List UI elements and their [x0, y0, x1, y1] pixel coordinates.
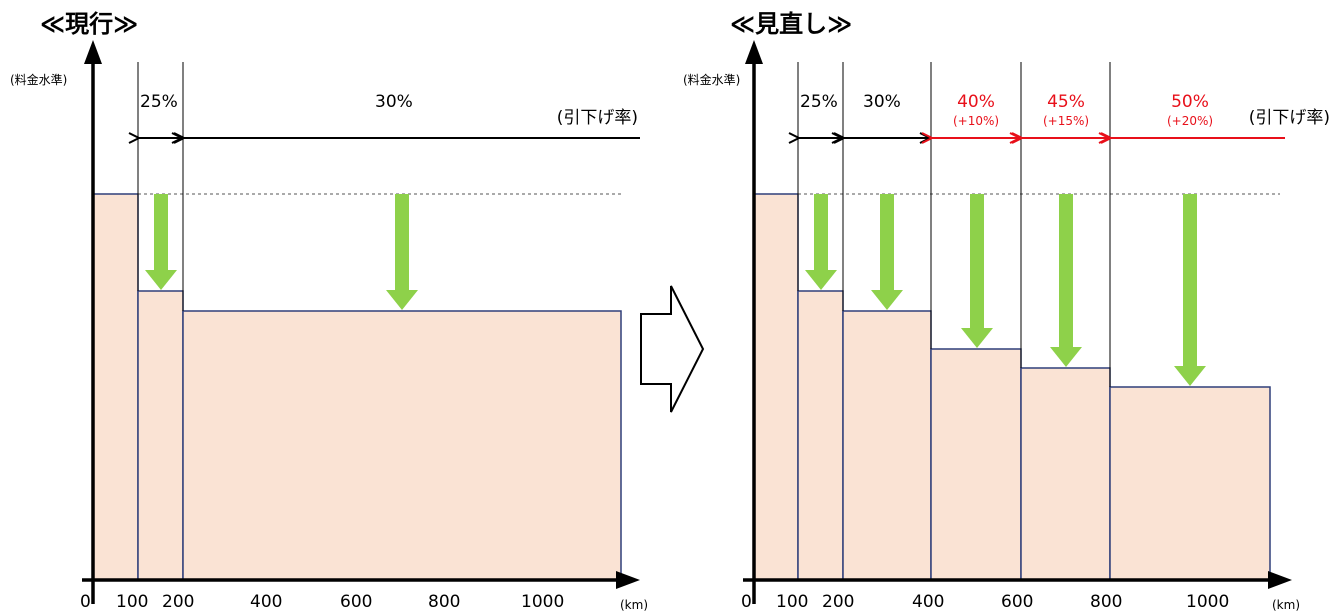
- green-down-arrow-icon: [961, 194, 993, 348]
- current-rate-30: 30%: [375, 92, 413, 112]
- current-bar-100-200: [137, 290, 184, 581]
- current-title: ≪現行≫: [40, 10, 138, 38]
- revised-rate-legend: (引下げ率): [1249, 108, 1330, 128]
- revised-bar-400-600: [930, 348, 1022, 581]
- current-x-origin: 0: [80, 592, 91, 612]
- revised-rate-40: 40%: [957, 92, 995, 112]
- revised-bar-200-400: [842, 310, 932, 581]
- current-fare-bars: [92, 193, 622, 581]
- revised-rate-30: 30%: [863, 92, 901, 112]
- current-x-tick-200: 200: [162, 592, 194, 612]
- revised-rate-50: 50%: [1171, 92, 1209, 112]
- revised-bar-0-100: [753, 193, 799, 581]
- current-panel: ≪現行≫ (料金水準) 25% 30% (引下げ率): [10, 10, 648, 612]
- revised-title: ≪見直し≫: [730, 10, 852, 38]
- revised-rate-25: 25%: [800, 92, 838, 112]
- revised-rate-45-delta: (+15%): [1043, 114, 1089, 128]
- revised-rate-50-delta: (+20%): [1167, 114, 1213, 128]
- current-y-axis-arrow-icon: [84, 40, 102, 64]
- revised-bar-600-800: [1020, 367, 1111, 581]
- revised-x-tick-200: 200: [822, 592, 854, 612]
- revised-fare-bars: [753, 193, 1271, 581]
- green-down-arrow-icon: [805, 194, 837, 290]
- revised-rate-45: 45%: [1047, 92, 1085, 112]
- green-down-arrow-icon: [1174, 194, 1206, 386]
- revised-x-tick-1000: 1000: [1186, 592, 1229, 612]
- current-x-unit: (km): [620, 598, 648, 612]
- current-x-tick-800: 800: [428, 592, 460, 612]
- revised-x-tick-800: 800: [1090, 592, 1122, 612]
- revised-x-tick-600: 600: [1001, 592, 1033, 612]
- outline-right-arrow-icon: [640, 285, 705, 413]
- revised-x-tick-400: 400: [912, 592, 944, 612]
- revised-rate-40-delta: (+10%): [953, 114, 999, 128]
- current-bar-200-plus: [182, 310, 622, 581]
- revised-y-axis-arrow-icon: [745, 40, 763, 64]
- current-x-axis-arrow-icon: [616, 571, 640, 589]
- revised-x-tick-100: 100: [776, 592, 808, 612]
- revised-x-unit: (km): [1272, 598, 1300, 612]
- current-x-tick-1000: 1000: [521, 592, 564, 612]
- current-y-axis-label: (料金水準): [10, 72, 67, 87]
- green-down-arrow-icon: [871, 194, 903, 310]
- revised-bar-800-plus: [1109, 386, 1271, 581]
- current-x-tick-100: 100: [116, 592, 148, 612]
- current-rate-25: 25%: [140, 92, 178, 112]
- revised-bar-100-200: [797, 290, 844, 581]
- green-down-arrow-icon: [145, 194, 177, 290]
- current-x-tick-600: 600: [340, 592, 372, 612]
- green-down-arrow-icon: [386, 194, 418, 310]
- current-x-tick-400: 400: [250, 592, 282, 612]
- revised-x-origin: 0: [741, 592, 752, 612]
- current-bar-0-100: [92, 193, 139, 581]
- green-down-arrow-icon: [1050, 194, 1082, 367]
- revised-panel: ≪見直し≫ (料金水準) 25% 30%: [683, 10, 1330, 612]
- revised-x-axis-arrow-icon: [1268, 571, 1292, 589]
- current-rate-legend: (引下げ率): [557, 108, 638, 128]
- revised-y-axis-label: (料金水準): [683, 72, 740, 87]
